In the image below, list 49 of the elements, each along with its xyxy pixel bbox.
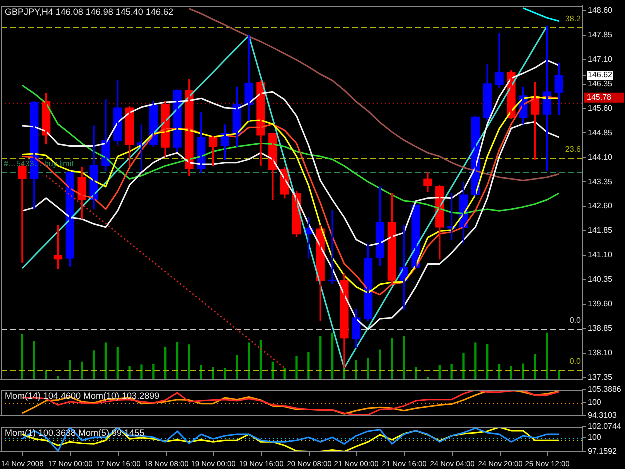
bar — [462, 353, 465, 380]
y-tick-label: 147.85 — [588, 30, 614, 40]
annotation: 23.6 — [565, 144, 582, 154]
annotation: 0.0 — [570, 356, 582, 366]
y-tick-label: 140.35 — [588, 275, 614, 284]
bar — [474, 342, 477, 380]
bar — [308, 352, 310, 380]
y-tick-label: 141.10 — [588, 250, 614, 260]
ref-line-label: 145.78 — [587, 93, 612, 102]
y-tick-label: 144.10 — [588, 152, 614, 162]
bar — [45, 370, 48, 380]
y-tick-label: 143.35 — [588, 177, 614, 186]
bar — [379, 350, 382, 380]
y-tick-label: 139.60 — [588, 300, 614, 309]
y-tick-label: 105.3886 — [588, 385, 622, 394]
bar — [140, 364, 143, 380]
y-tick-label: 102.0744 — [588, 422, 622, 432]
y-tick-label: 100 — [588, 398, 602, 407]
bar — [403, 336, 406, 380]
y-tick-label: 97.1592 — [588, 447, 618, 456]
bar — [450, 364, 453, 380]
bar — [331, 332, 334, 380]
y-tick-label: 138.85 — [588, 324, 614, 334]
bar — [212, 368, 214, 380]
y-tick-label: 147.10 — [588, 55, 614, 64]
bar — [391, 338, 394, 380]
y-tick-label: 137.35 — [588, 372, 614, 382]
y-tick-label: 100 — [588, 432, 602, 442]
chart-title: GBPJPY,H4 146.08 146.98 145.40 146.62 — [5, 6, 174, 17]
bar — [546, 332, 548, 380]
bar — [188, 344, 191, 380]
y-tick-label: 94.3103 — [588, 411, 618, 420]
y-tick-label: 145.60 — [588, 104, 614, 113]
bar — [69, 360, 72, 380]
bar — [296, 356, 298, 380]
y-tick-label: 148.60 — [588, 6, 614, 16]
y-tick-label: 142.60 — [588, 202, 614, 211]
bar — [534, 354, 536, 380]
bar — [224, 368, 226, 380]
y-tick-label: 146.35 — [588, 79, 614, 88]
chart-title: Mom(14) 104.4600 Mom(10) 103.2899 — [5, 390, 160, 401]
y-tick-label: 144.85 — [588, 128, 614, 138]
bar — [128, 366, 131, 380]
annotation: 38.2 — [565, 14, 582, 24]
y-tick-label: 141.85 — [588, 226, 614, 236]
y-tick-label: 146.62 — [588, 70, 614, 80]
annotation: 0.0 — [570, 316, 582, 326]
y-tick-label: 138.10 — [588, 348, 614, 358]
bar — [367, 358, 370, 380]
